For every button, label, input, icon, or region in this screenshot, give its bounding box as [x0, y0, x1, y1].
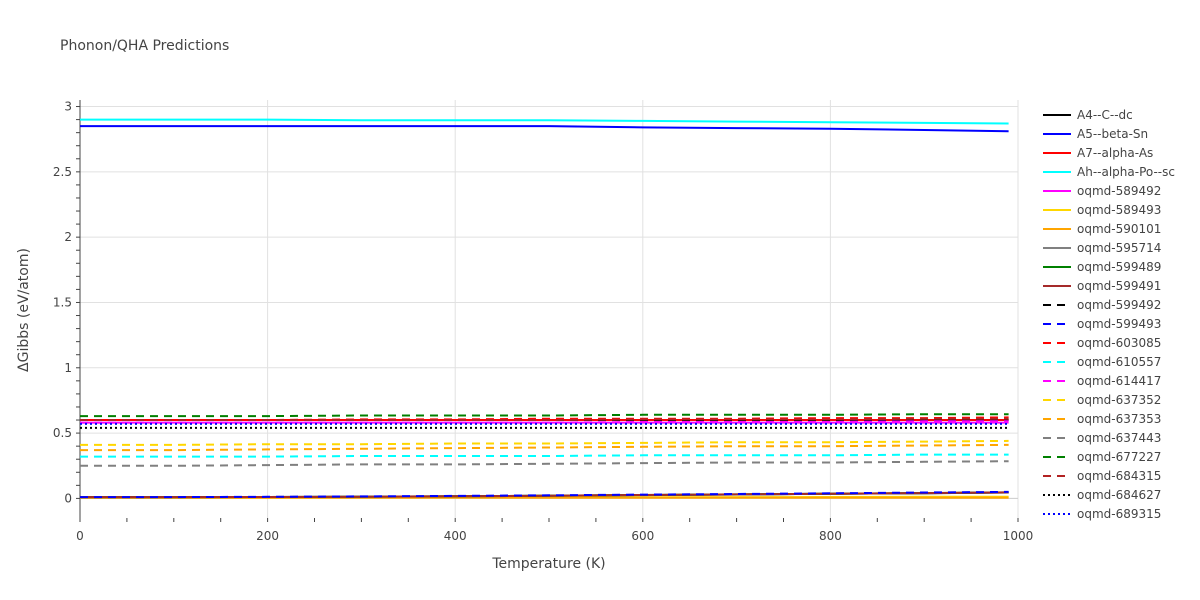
grid — [76, 100, 1019, 522]
series-line — [80, 443, 1009, 452]
plot-area — [80, 118, 1009, 499]
legend-label: oqmd-603085 — [1077, 336, 1161, 350]
legend-label: oqmd-684627 — [1077, 488, 1161, 502]
legend-label: oqmd-637352 — [1077, 393, 1161, 407]
legend-label: oqmd-684315 — [1077, 469, 1161, 483]
legend-label: oqmd-637353 — [1077, 412, 1161, 426]
y-axis-label: ΔGibbs (eV/atom) — [16, 248, 32, 372]
x-tick-label: 0 — [76, 529, 84, 543]
series-line — [80, 439, 1009, 446]
x-tick-label: 200 — [256, 529, 279, 543]
legend-label: A7--alpha-As — [1077, 146, 1153, 160]
legend-label: oqmd-599493 — [1077, 317, 1161, 331]
legend-label: oqmd-689315 — [1077, 507, 1161, 521]
series-line — [80, 420, 1009, 424]
x-tick-label: 800 — [819, 529, 842, 543]
x-tick-label: 600 — [631, 529, 654, 543]
x-axis-ticks: 0 200 400 600 800 1000 — [76, 529, 1033, 543]
series-line — [80, 490, 1009, 499]
legend-label: oqmd-637443 — [1077, 431, 1161, 445]
y-tick-label: 0 — [64, 491, 72, 505]
series-line — [80, 118, 1009, 125]
y-tick-label: 2.5 — [53, 165, 72, 179]
legend: A4--C--dc A5--beta-Sn A7--alpha-As Ah--alph… — [1043, 108, 1175, 521]
legend-label: oqmd-595714 — [1077, 241, 1161, 255]
legend-label: oqmd-589492 — [1077, 184, 1161, 198]
legend-label: oqmd-589493 — [1077, 203, 1161, 217]
y-tick-label: 1.5 — [53, 295, 72, 309]
series-line — [80, 453, 1009, 458]
y-tick-label: 0.5 — [53, 426, 72, 440]
legend-label: oqmd-599489 — [1077, 260, 1161, 274]
chart-title: Phonon/QHA Predictions — [60, 38, 229, 54]
series-line — [80, 413, 1009, 418]
y-tick-label: 1 — [64, 361, 72, 375]
legend-label: A5--beta-Sn — [1077, 127, 1148, 141]
y-tick-label: 3 — [64, 100, 72, 114]
legend-label: Ah--alpha-Po--sc — [1077, 165, 1175, 179]
y-tick-label: 2 — [64, 230, 72, 244]
y-axis-ticks: 0 0.5 1 1.5 2 2.5 3 — [53, 100, 72, 506]
series-line — [80, 417, 1009, 421]
legend-label: oqmd-599491 — [1077, 279, 1161, 293]
legend-label: oqmd-590101 — [1077, 222, 1161, 236]
series-line — [80, 125, 1009, 133]
legend-label: oqmd-599492 — [1077, 298, 1161, 312]
legend-label: oqmd-614417 — [1077, 374, 1161, 388]
legend-label: A4--C--dc — [1077, 108, 1133, 122]
legend-label: oqmd-677227 — [1077, 450, 1161, 464]
x-tick-label: 1000 — [1003, 529, 1034, 543]
series-line — [80, 460, 1009, 467]
x-axis-label: Temperature (K) — [491, 556, 605, 572]
x-tick-label: 400 — [444, 529, 467, 543]
legend-label: oqmd-610557 — [1077, 355, 1161, 369]
